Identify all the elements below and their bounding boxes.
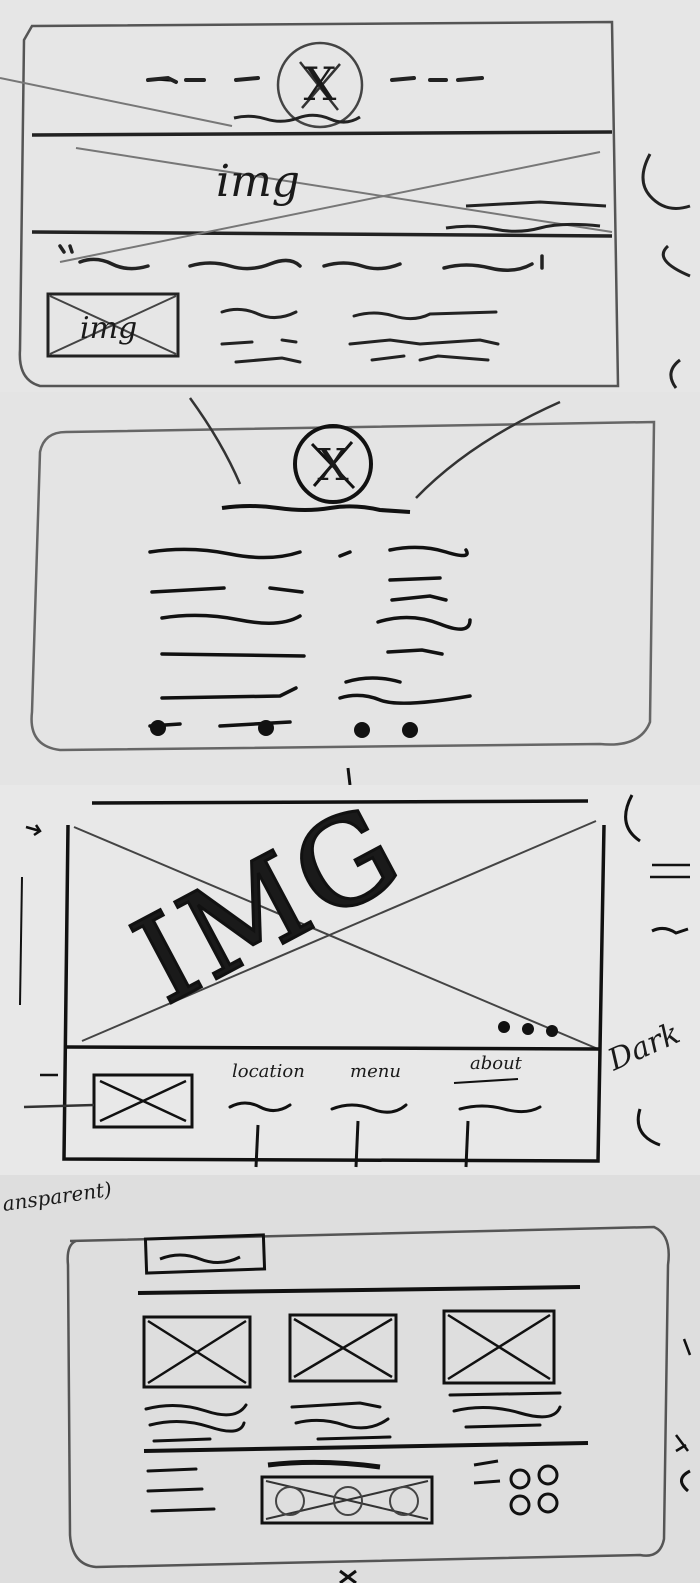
nav-links (146, 75, 484, 84)
social-icon (402, 722, 418, 738)
wireframe-frame (66, 1225, 670, 1569)
thumb-text-scribble (220, 307, 500, 364)
nav-item-menu: menu (350, 1061, 401, 1082)
wireframe-frame (30, 420, 656, 752)
nav-scribbles (228, 1101, 542, 1114)
header-divider (31, 130, 613, 137)
footer-gallery (260, 1459, 434, 1525)
social-icon (509, 1494, 531, 1516)
tagline-scribble (233, 113, 361, 124)
footer-logo-placeholder (92, 1073, 194, 1129)
hero-label: img (216, 156, 300, 207)
logo-circle: X (276, 41, 364, 129)
slider-dot (546, 1025, 558, 1037)
quote-scribble (58, 244, 544, 272)
card-1 (142, 1315, 252, 1389)
slider-dot (522, 1023, 534, 1035)
social-icon (150, 720, 166, 736)
nav-item-about: about (470, 1053, 523, 1074)
social-icons (150, 720, 418, 738)
thumb-label: img (80, 311, 137, 346)
sketch-4-sheet: ansparent) (0, 1175, 700, 1583)
card-3 (442, 1309, 556, 1385)
sketch-4-drawing: ansparent) (0, 1175, 700, 1583)
content-columns-scribble (148, 545, 472, 728)
sketch-1-sheet: X img img (0, 0, 700, 392)
social-icon (537, 1464, 559, 1486)
sketch-3-sheet: IMG location menu about (0, 785, 700, 1175)
wireframe-frame (18, 20, 620, 388)
tagline-scribble (221, 504, 411, 514)
card-2 (288, 1313, 398, 1383)
slider-dot (498, 1021, 510, 1033)
nav-item-location: location (232, 1061, 305, 1082)
slider-dots (498, 1021, 558, 1037)
footer-text-scribble (146, 1467, 216, 1513)
hero-divider (31, 230, 613, 238)
sketch-2-drawing: X (0, 392, 700, 785)
sketch-2-sheet: X (0, 392, 700, 785)
social-icon (258, 720, 274, 736)
social-icon (354, 722, 370, 738)
logo-circle: X (293, 424, 373, 504)
footer-social-icons (473, 1459, 559, 1516)
hero-image-placeholder (73, 820, 599, 1050)
social-icon (537, 1492, 559, 1514)
sketch-1-drawing: X img img (0, 0, 700, 392)
header-logo-placeholder (143, 1233, 267, 1275)
logo-mark: X (317, 440, 349, 491)
thumbnail-placeholder: img (46, 292, 180, 358)
wireframe-frame (62, 824, 606, 1163)
sketch-3-drawing: IMG location menu about (0, 785, 700, 1175)
card-text-scribbles (144, 1391, 562, 1443)
social-icon (509, 1468, 531, 1490)
logo-mark: X (304, 57, 337, 111)
